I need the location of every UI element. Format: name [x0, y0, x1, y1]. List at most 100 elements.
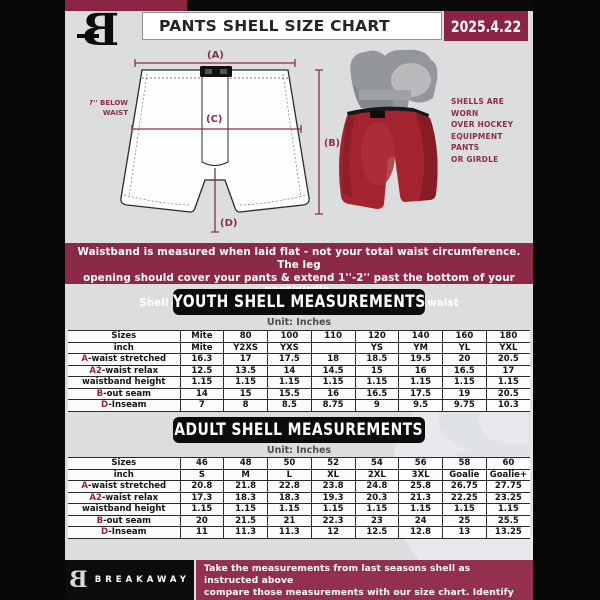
value-cell: 140 — [398, 330, 443, 343]
value-cell: 19 — [442, 387, 487, 400]
value-cell: 13.25 — [485, 526, 530, 539]
value-cell: 12.8 — [398, 526, 443, 539]
value-cell: 14.5 — [310, 364, 355, 377]
table-row: Sizes 46 48 50 52 54 56 58 60 — [68, 457, 530, 470]
value-cell: 18 — [310, 353, 355, 366]
value-cell: 18.5 — [354, 353, 399, 366]
measure-line-c — [131, 125, 302, 133]
value-cell: 1.15 — [267, 376, 312, 389]
value-cell: 160 — [442, 330, 487, 343]
value-cell: YS — [354, 341, 399, 354]
value-cell: 1.15 — [223, 503, 268, 516]
value-cell: S — [179, 468, 224, 481]
photo-caption-line: EQUIPMENT PANTS — [451, 131, 503, 153]
header-accent-bar — [65, 0, 187, 11]
page-title: PANTS SHELL SIZE CHART — [159, 17, 390, 35]
value-cell: 21 — [267, 514, 312, 527]
value-cell: 8.5 — [267, 399, 312, 412]
shell-pants-photo — [339, 49, 438, 209]
adult-unit-label: Unit: Inches — [266, 445, 332, 456]
value-cell: 16 — [398, 364, 443, 377]
value-cell: 1.15 — [485, 503, 530, 516]
value-cell: 12 — [310, 526, 355, 539]
youth-section-banner: YOUTH SHELL MEASUREMENTS — [173, 289, 425, 315]
value-cell: YXL — [485, 341, 530, 354]
header-black-bar — [187, 0, 533, 11]
row-label: A2-waist relax — [68, 491, 180, 504]
date-text: 2025.4.22 — [450, 16, 522, 36]
row-label: inch — [68, 468, 180, 481]
value-cell: 26.75 — [442, 480, 487, 493]
value-cell: 1.15 — [442, 503, 487, 516]
value-cell: 20.5 — [485, 353, 530, 366]
value-cell: 21.5 — [223, 514, 268, 527]
value-cell: 54 — [354, 457, 399, 470]
breakaway-footer-logo-icon: B — [69, 567, 88, 593]
value-cell: 23 — [354, 514, 399, 527]
measure-line-a — [134, 59, 296, 67]
table-row: A-waist stretched 20.8 21.8 22.8 23.8 24.8 25.… — [68, 480, 530, 493]
value-cell: L — [267, 468, 312, 481]
value-cell: 22.8 — [267, 480, 312, 493]
value-cell: 22.3 — [310, 514, 355, 527]
youth-table-container: Sizes Mite 80 100 110 120 140 160 180 inch Mite Y2X… — [68, 330, 530, 412]
value-cell: 15.5 — [267, 387, 312, 400]
footer-note-line: Take the measurements from last seasons … — [204, 563, 471, 587]
row-label: inch — [68, 341, 180, 354]
value-cell: Goalie — [442, 468, 487, 481]
value-cell: 11 — [179, 526, 224, 539]
waist-note-line2: WAIST — [103, 109, 128, 117]
value-cell: 1.15 — [223, 376, 268, 389]
value-cell: 13 — [442, 526, 487, 539]
value-cell: 18.3 — [267, 491, 312, 504]
brand-name: BREAKAWAY — [94, 575, 190, 585]
value-cell: 25.5 — [485, 514, 530, 527]
photo-caption-line: SHELLS ARE WORN — [451, 97, 505, 118]
footer-note-line: compare those measurements with our size… — [204, 587, 514, 600]
label-d: (D) — [220, 218, 237, 229]
value-cell: 48 — [223, 457, 268, 470]
value-cell: 20.8 — [179, 480, 224, 493]
table-row: A-waist stretched 16.3 17 17.5 18 18.5 19.5 20 2… — [68, 353, 530, 366]
value-cell: 120 — [354, 330, 399, 343]
value-cell: 16.5 — [442, 364, 487, 377]
measure-line-d — [211, 168, 219, 233]
youth-unit-label: Unit: Inches — [266, 317, 332, 328]
value-cell: 19.5 — [398, 353, 443, 366]
row-label: A-waist stretched — [68, 480, 180, 493]
value-cell: 19.3 — [310, 491, 355, 504]
value-cell: 22.25 — [442, 491, 487, 504]
breakaway-logo-icon: B — [75, 5, 127, 56]
value-cell: 2XL — [354, 468, 399, 481]
value-cell: 23.8 — [310, 480, 355, 493]
value-cell: 14 — [267, 364, 312, 377]
youth-section-title: YOUTH SHELL MEASUREMENTS — [172, 292, 426, 312]
adult-table-container: Sizes 46 48 50 52 54 56 58 60 inch S M L XL 2XL 3XL Goal… — [68, 457, 530, 539]
row-label: B-out seam — [68, 387, 180, 400]
value-cell: 1.15 — [310, 503, 355, 516]
table-row: D-Inseam 11 11.3 11.3 12 12.5 12.8 13 13.25 — [68, 526, 530, 539]
value-cell: 1.15 — [179, 503, 224, 516]
table-row: A2-waist relax 17.3 18.3 18.3 19.3 20.3 21.3 22… — [68, 491, 530, 504]
value-cell — [310, 341, 355, 354]
value-cell: 17 — [223, 353, 268, 366]
youth-measurements-table: Sizes Mite 80 100 110 120 140 160 180 inch Mite Y2X… — [68, 330, 530, 412]
table-row: inch Mite Y2XS YXS YS YM YL YXL — [68, 341, 530, 354]
row-label: A-waist stretched — [68, 353, 180, 366]
row-label: D-Inseam — [68, 526, 180, 539]
value-cell: Goalie+ — [485, 468, 530, 481]
value-cell: 1.15 — [398, 376, 443, 389]
row-label: D-Inseam — [68, 399, 180, 412]
size-chart-page: B B PANTS SHELL SIZE CHART 2025.4.22 (A)… — [65, 0, 533, 600]
photo-caption-line: OVER HOCKEY — [451, 120, 514, 129]
value-cell: XL — [310, 468, 355, 481]
value-cell: 13.5 — [223, 364, 268, 377]
row-label: waistband height — [68, 376, 180, 389]
value-cell: 20.3 — [354, 491, 399, 504]
value-cell: 1.15 — [442, 376, 487, 389]
value-cell: 15 — [354, 364, 399, 377]
value-cell: 24 — [398, 514, 443, 527]
value-cell: 25.8 — [398, 480, 443, 493]
value-cell: 8 — [223, 399, 268, 412]
